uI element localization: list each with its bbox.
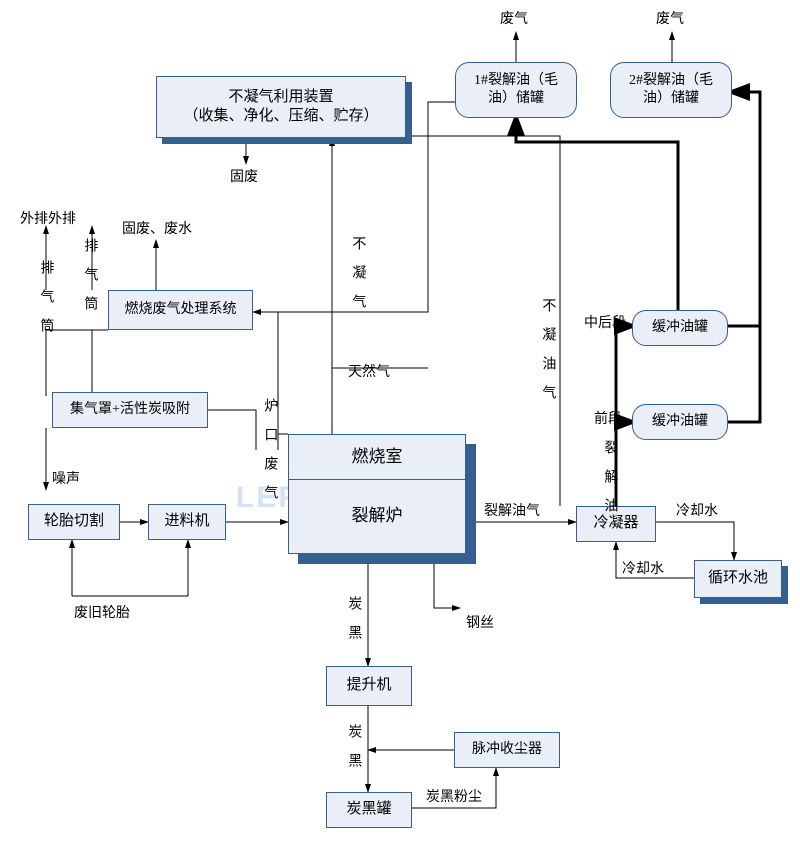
- label-gufe: 固废: [230, 170, 258, 187]
- edge: [728, 92, 760, 326]
- node-hood: 集气罩+活性炭吸附: [52, 392, 208, 428]
- label-wpwp: 外排外排: [20, 212, 76, 229]
- node-buffer1: 缓冲油罐: [632, 310, 728, 346]
- label-feiqi2: 废气: [656, 12, 684, 29]
- label-solidWW: 固废、废水: [122, 222, 192, 239]
- edge: [46, 330, 108, 396]
- label-wire: 钢丝: [466, 616, 494, 633]
- label-bnyq: 不 凝 油 气: [540, 298, 555, 399]
- label-cb1: 炭 黑: [346, 596, 361, 639]
- node-noncond: 不凝气利用装置 （收集、净化、压缩、贮存）: [156, 76, 406, 138]
- node-buffer2: 缓冲油罐: [632, 404, 728, 440]
- label-lqs2: 冷却水: [622, 562, 664, 579]
- label-lkfq: 炉 口 废 气: [262, 398, 277, 499]
- node-exhaustSys: 燃烧废气处理系统: [108, 290, 253, 330]
- label-noise: 噪声: [52, 472, 80, 489]
- label-cb2: 炭 黑: [346, 724, 361, 767]
- edge: [516, 118, 678, 310]
- label-zhd: 中后段: [584, 316, 626, 333]
- label-feiqi1: 废气: [500, 12, 528, 29]
- edge: [656, 522, 734, 560]
- label-waste: 废旧轮胎: [74, 606, 130, 623]
- node-tank2: 2#裂解油（毛 油）储罐: [610, 62, 732, 118]
- label-ljyq: 裂解油气: [484, 504, 540, 521]
- label-trq: 天然气: [348, 365, 390, 382]
- node-feed: 进料机: [148, 504, 226, 540]
- label-lqs1: 冷却水: [676, 504, 718, 521]
- diagram-stage: LEFILTER® 不凝气利用装置 （收集、净化、压缩、贮存）1#裂解油（毛 油…: [0, 0, 800, 860]
- node-ctank: 炭黑罐: [326, 792, 412, 828]
- node-lift: 提升机: [326, 666, 412, 706]
- label-cbfc: 炭黑粉尘: [426, 790, 482, 807]
- edge: [728, 326, 760, 422]
- node-dust: 脉冲收尘器: [454, 732, 560, 768]
- furnace-main-label: 裂解炉: [289, 480, 465, 553]
- node-pool: 循环水池: [694, 560, 782, 598]
- edge: [208, 410, 256, 450]
- node-tank1: 1#裂解油（毛 油）储罐: [455, 62, 577, 118]
- furnace-comb-label: 燃烧室: [289, 435, 465, 480]
- label-pqt1: 排 气 筒: [38, 260, 53, 332]
- node-furnace: 燃烧室裂解炉: [288, 434, 466, 554]
- label-ljy: 裂 解 油: [602, 440, 617, 512]
- label-pqt2: 排 气 筒: [82, 238, 97, 310]
- label-qd: 前段: [594, 412, 622, 429]
- edge: [278, 434, 288, 450]
- node-cut: 轮胎切割: [28, 504, 120, 540]
- label-bnq: 不 凝 气: [350, 236, 365, 308]
